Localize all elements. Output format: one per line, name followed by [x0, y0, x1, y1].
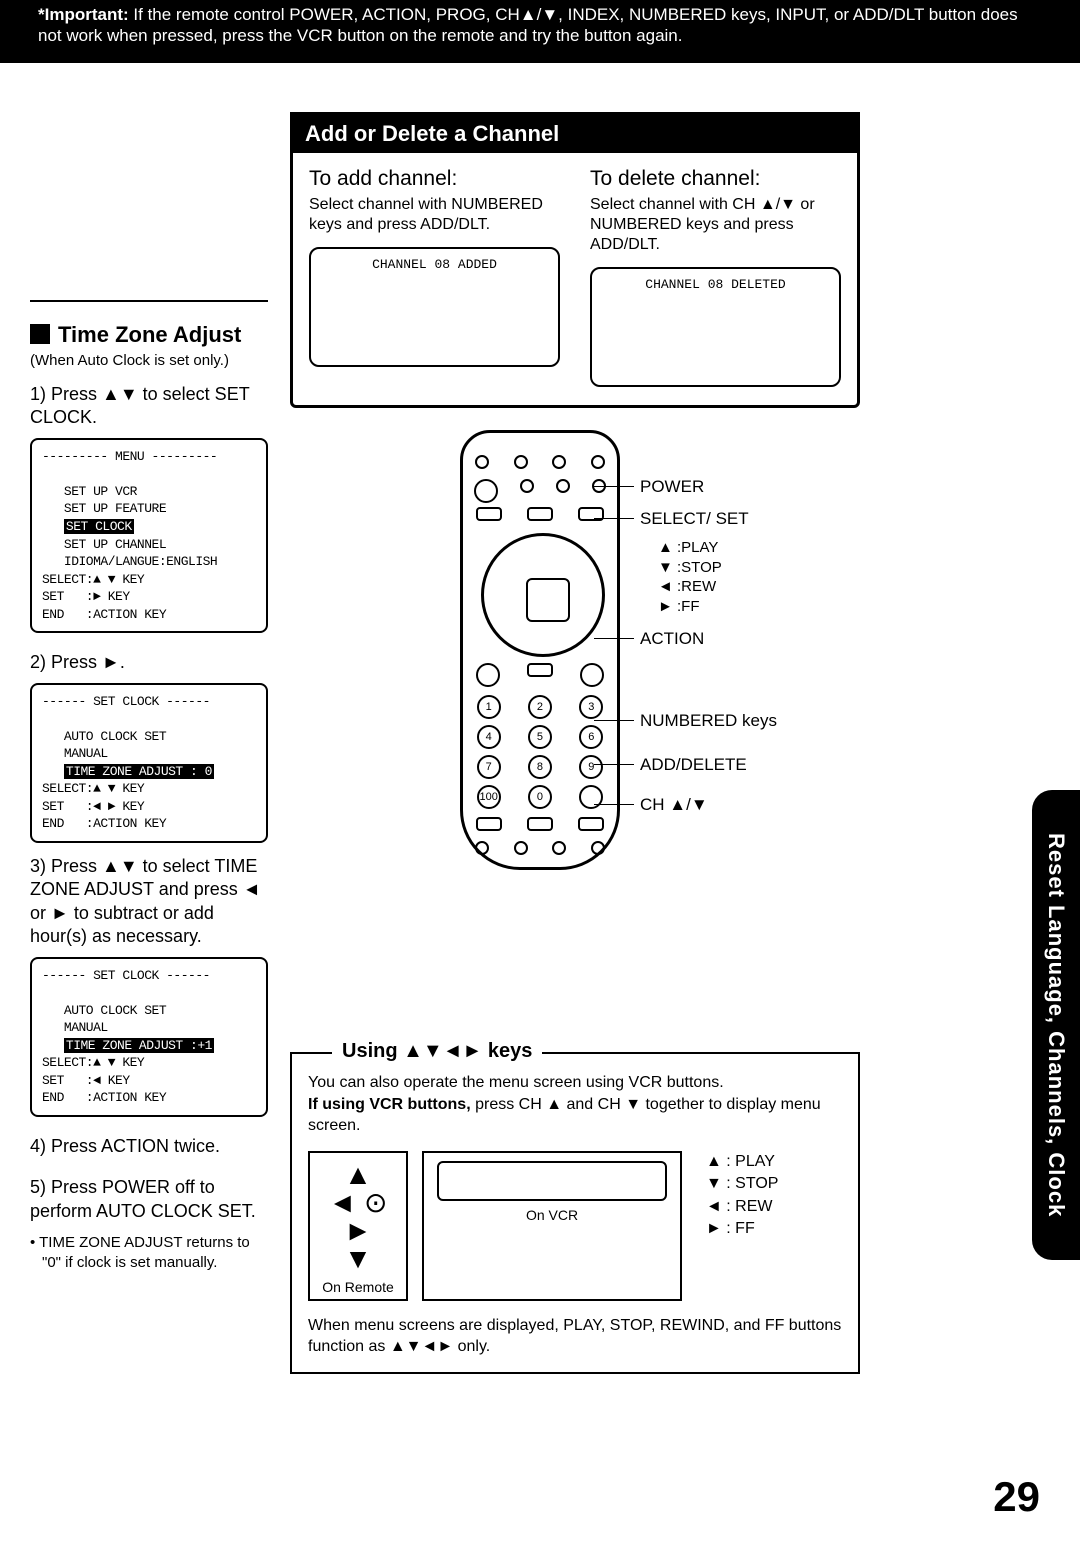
add-channel-col: To add channel: Select channel with NUMB… — [309, 167, 560, 387]
on-remote-label: On Remote — [316, 1279, 400, 1295]
time-zone-note: • TIME ZONE ADJUST returns to "0" if clo… — [30, 1233, 268, 1272]
add-delete-box: Add or Delete a Channel To add channel: … — [290, 112, 860, 408]
callout-adddel: ADD/DELETE — [640, 754, 777, 776]
rule — [30, 300, 268, 302]
using-keys-p1: You can also operate the menu screen usi… — [308, 1072, 842, 1094]
add-delete-header: Add or Delete a Channel — [293, 115, 857, 153]
vcr-icon — [437, 1161, 667, 1201]
add-channel-title: To add channel: — [309, 167, 560, 191]
osd-menu-3: ------ SET CLOCK ------ AUTO CLOCK SET M… — [30, 957, 268, 1117]
callout-power: POWER — [640, 476, 777, 498]
using-keys-p3: When menu screens are displayed, PLAY, S… — [308, 1315, 842, 1358]
map-rew: ◄ : REW — [706, 1196, 778, 1218]
page-number: 29 — [993, 1473, 1040, 1521]
using-keys-legend: Using ▲▼◄► keys — [332, 1040, 542, 1063]
add-channel-text: Select channel with NUMBERED keys and pr… — [309, 195, 560, 235]
map-ff: ► : FF — [706, 1218, 778, 1240]
delete-channel-col: To delete channel: Select channel with C… — [590, 167, 841, 387]
osd-channel-deleted: CHANNEL 08 DELETED — [590, 267, 841, 387]
callout-stop: ▼ :STOP — [640, 558, 777, 578]
step-3: 3) Press ▲▼ to select TIME ZONE ADJUST a… — [30, 855, 268, 949]
step-4: 4) Press ACTION twice. — [30, 1135, 268, 1158]
callout-numbered: NUMBERED keys — [640, 710, 777, 732]
dpad-icon: ▲◄ ⊙ ►▼ — [316, 1161, 400, 1273]
section-tab-text: Reset Language, Channels, Clock — [1043, 833, 1069, 1217]
osd-menu-1: --------- MENU --------- SET UP VCR SET … — [30, 438, 268, 633]
key-map: ▲ : PLAY ▼ : STOP ◄ : REW ► : FF — [706, 1151, 778, 1301]
using-keys-p2: If using VCR buttons, press CH ▲ and CH … — [308, 1094, 842, 1137]
on-vcr-label: On VCR — [430, 1207, 674, 1223]
remote-diagram: 123 456 789 1000 POWER SELECT/ SET ▲ :PL… — [440, 430, 890, 910]
using-keys-box: Using ▲▼◄► keys You can also operate the… — [290, 1052, 860, 1374]
time-zone-subtitle: (When Auto Clock is set only.) — [30, 352, 268, 369]
time-zone-title: Time Zone Adjust — [30, 322, 268, 348]
map-stop: ▼ : STOP — [706, 1173, 778, 1195]
important-note: *Important: If the remote control POWER,… — [0, 0, 1080, 63]
osd-menu-2: ------ SET CLOCK ------ AUTO CLOCK SET M… — [30, 683, 268, 843]
callout-play: ▲ :PLAY — [640, 538, 777, 558]
delete-channel-title: To delete channel: — [590, 167, 841, 191]
osd-channel-added: CHANNEL 08 ADDED — [309, 247, 560, 367]
on-remote-box: ▲◄ ⊙ ►▼ On Remote — [308, 1151, 408, 1301]
step-5: 5) Press POWER off to perform AUTO CLOCK… — [30, 1176, 268, 1223]
callout-select: SELECT/ SET — [640, 508, 777, 530]
on-vcr-box: On VCR — [422, 1151, 682, 1301]
important-text: If the remote control POWER, ACTION, PRO… — [38, 5, 1018, 45]
dpad[interactable] — [481, 533, 605, 657]
section-tab: Reset Language, Channels, Clock — [1032, 790, 1080, 1260]
step-1: 1) Press ▲▼ to select SET CLOCK. — [30, 383, 268, 430]
callout-action: ACTION — [640, 628, 777, 650]
map-play: ▲ : PLAY — [706, 1151, 778, 1173]
step-2: 2) Press ►. — [30, 651, 268, 674]
ch-up-down[interactable] — [578, 817, 604, 831]
power-button[interactable] — [474, 479, 498, 503]
callout-rew: ◄ :REW — [640, 577, 777, 597]
callout-ff: ► :FF — [640, 597, 777, 617]
delete-channel-text: Select channel with CH ▲/▼ or NUMBERED k… — [590, 195, 841, 255]
important-label: *Important: — [38, 5, 129, 24]
callout-ch: CH ▲/▼ — [640, 794, 777, 816]
action-button[interactable] — [476, 663, 500, 687]
